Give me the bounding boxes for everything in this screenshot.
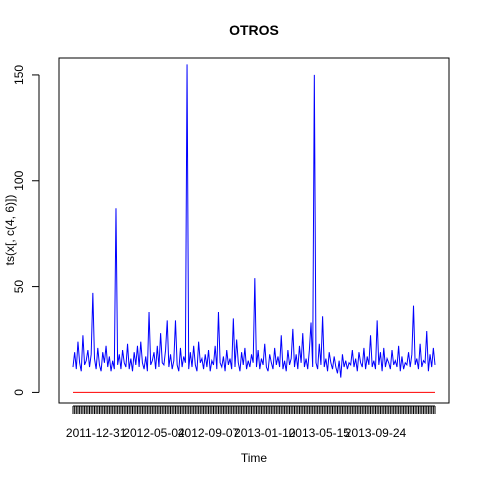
- series-layer: [72, 64, 436, 393]
- x-axis: 2011-12-312012-05-042012-09-072013-01-10…: [66, 405, 436, 440]
- y-tick-label: 0: [12, 389, 26, 396]
- x-tick-label: 2013-01-10: [234, 426, 296, 440]
- x-tick-label: 2011-12-31: [66, 426, 127, 440]
- x-tick-label: 2013-09-24: [345, 426, 407, 440]
- x-axis-label: Time: [241, 451, 268, 465]
- x-tick-label: 2013-05-15: [289, 426, 351, 440]
- y-axis-label: ts(x[, c(4, 6)]): [3, 195, 17, 266]
- x-tick-label: 2012-09-07: [178, 426, 240, 440]
- y-tick-label: 100: [12, 170, 26, 190]
- plot-frame: [58, 57, 450, 404]
- series-line-1: [72, 64, 436, 378]
- x-tick-label: 2012-05-04: [123, 426, 185, 440]
- y-tick-label: 150: [12, 65, 26, 85]
- chart-title: OTROS: [229, 22, 279, 38]
- y-axis: 0 50 100 150: [12, 65, 40, 396]
- y-tick-label: 50: [12, 280, 26, 294]
